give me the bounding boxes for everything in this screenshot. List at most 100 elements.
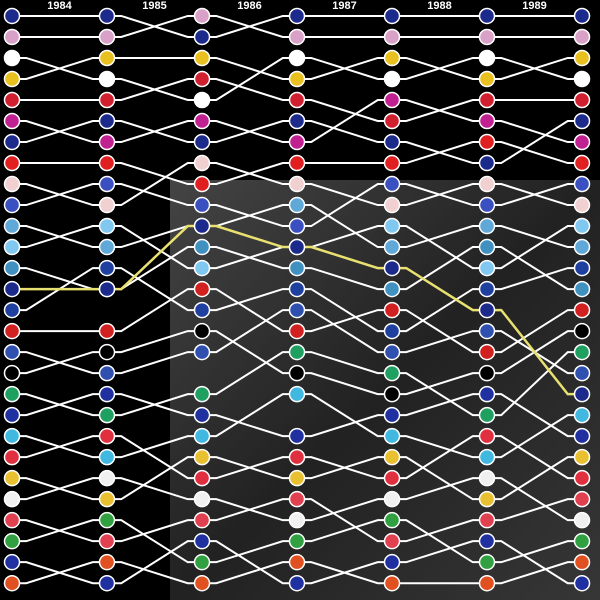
blade-marker <box>478 28 496 46</box>
blade-marker <box>288 490 306 508</box>
blade-marker <box>478 112 496 130</box>
year-label: 1985 <box>142 0 166 12</box>
blade-marker <box>573 469 591 487</box>
blade-marker <box>383 49 401 67</box>
blade-marker <box>478 553 496 571</box>
blade-marker <box>288 112 306 130</box>
blade-marker <box>193 301 211 319</box>
blade-marker <box>383 406 401 424</box>
blade-marker <box>98 406 116 424</box>
blade-marker <box>383 448 401 466</box>
blade-marker <box>383 154 401 172</box>
blade-marker <box>383 91 401 109</box>
blade-marker <box>3 70 21 88</box>
blade-marker <box>288 574 306 592</box>
blade-marker <box>383 511 401 529</box>
blade-marker <box>573 175 591 193</box>
blade-marker <box>3 301 21 319</box>
blade-marker <box>98 490 116 508</box>
blade-marker <box>3 490 21 508</box>
blade-marker <box>98 154 116 172</box>
blade-marker <box>383 469 401 487</box>
blade-marker <box>383 427 401 445</box>
blade-marker <box>288 70 306 88</box>
blade-marker <box>3 238 21 256</box>
blade-marker <box>573 112 591 130</box>
blade-marker <box>383 364 401 382</box>
blade-marker <box>193 448 211 466</box>
blade-marker <box>3 28 21 46</box>
blade-marker <box>193 385 211 403</box>
blade-marker <box>573 322 591 340</box>
blade-marker <box>288 49 306 67</box>
blade-marker <box>98 7 116 25</box>
blade-marker <box>288 28 306 46</box>
blade-marker <box>573 133 591 151</box>
blade-marker <box>98 364 116 382</box>
blade-marker <box>193 196 211 214</box>
blade-marker <box>98 28 116 46</box>
blade-marker <box>3 511 21 529</box>
blade-marker <box>3 196 21 214</box>
blade-marker <box>98 112 116 130</box>
blade-marker <box>478 322 496 340</box>
blade-marker <box>193 70 211 88</box>
blade-marker <box>478 280 496 298</box>
blade-marker <box>573 385 591 403</box>
blade-marker <box>478 406 496 424</box>
blade-marker <box>478 154 496 172</box>
blade-marker <box>478 175 496 193</box>
blade-marker <box>193 259 211 277</box>
blade-marker <box>3 343 21 361</box>
blade-marker <box>98 280 116 298</box>
blade-marker <box>288 301 306 319</box>
blade-marker <box>383 217 401 235</box>
blade-marker <box>573 511 591 529</box>
blade-marker <box>193 574 211 592</box>
blade-marker <box>573 238 591 256</box>
blade-marker <box>98 259 116 277</box>
blade-marker <box>288 532 306 550</box>
blade-marker <box>478 469 496 487</box>
blade-marker <box>288 217 306 235</box>
blade-marker <box>98 133 116 151</box>
year-label: 1986 <box>237 0 261 12</box>
blade-marker <box>383 238 401 256</box>
blade-marker <box>383 490 401 508</box>
blade-marker <box>573 217 591 235</box>
blade-marker <box>383 343 401 361</box>
blade-marker <box>383 301 401 319</box>
blade-marker <box>98 385 116 403</box>
blade-marker <box>478 196 496 214</box>
blade-marker <box>3 322 21 340</box>
blade-marker <box>3 133 21 151</box>
blade-marker <box>98 469 116 487</box>
blade-marker <box>478 91 496 109</box>
blade-marker <box>478 427 496 445</box>
blade-marker <box>288 238 306 256</box>
blade-marker <box>193 175 211 193</box>
blade-marker <box>383 259 401 277</box>
blade-marker <box>3 280 21 298</box>
blade-marker <box>288 322 306 340</box>
blade-marker <box>383 322 401 340</box>
blade-marker <box>193 322 211 340</box>
blade-marker <box>573 364 591 382</box>
blade-marker <box>98 553 116 571</box>
blade-marker <box>573 28 591 46</box>
blade-marker <box>573 343 591 361</box>
blade-marker <box>478 343 496 361</box>
blade-marker <box>98 322 116 340</box>
blade-marker <box>193 238 211 256</box>
blade-marker <box>478 448 496 466</box>
blade-marker <box>478 259 496 277</box>
blade-marker <box>98 427 116 445</box>
blade-marker <box>478 490 496 508</box>
blade-marker <box>3 406 21 424</box>
blade-marker <box>3 469 21 487</box>
blade-marker <box>98 511 116 529</box>
blade-marker <box>193 28 211 46</box>
blade-marker <box>3 427 21 445</box>
blade-marker <box>98 196 116 214</box>
blade-marker <box>288 91 306 109</box>
